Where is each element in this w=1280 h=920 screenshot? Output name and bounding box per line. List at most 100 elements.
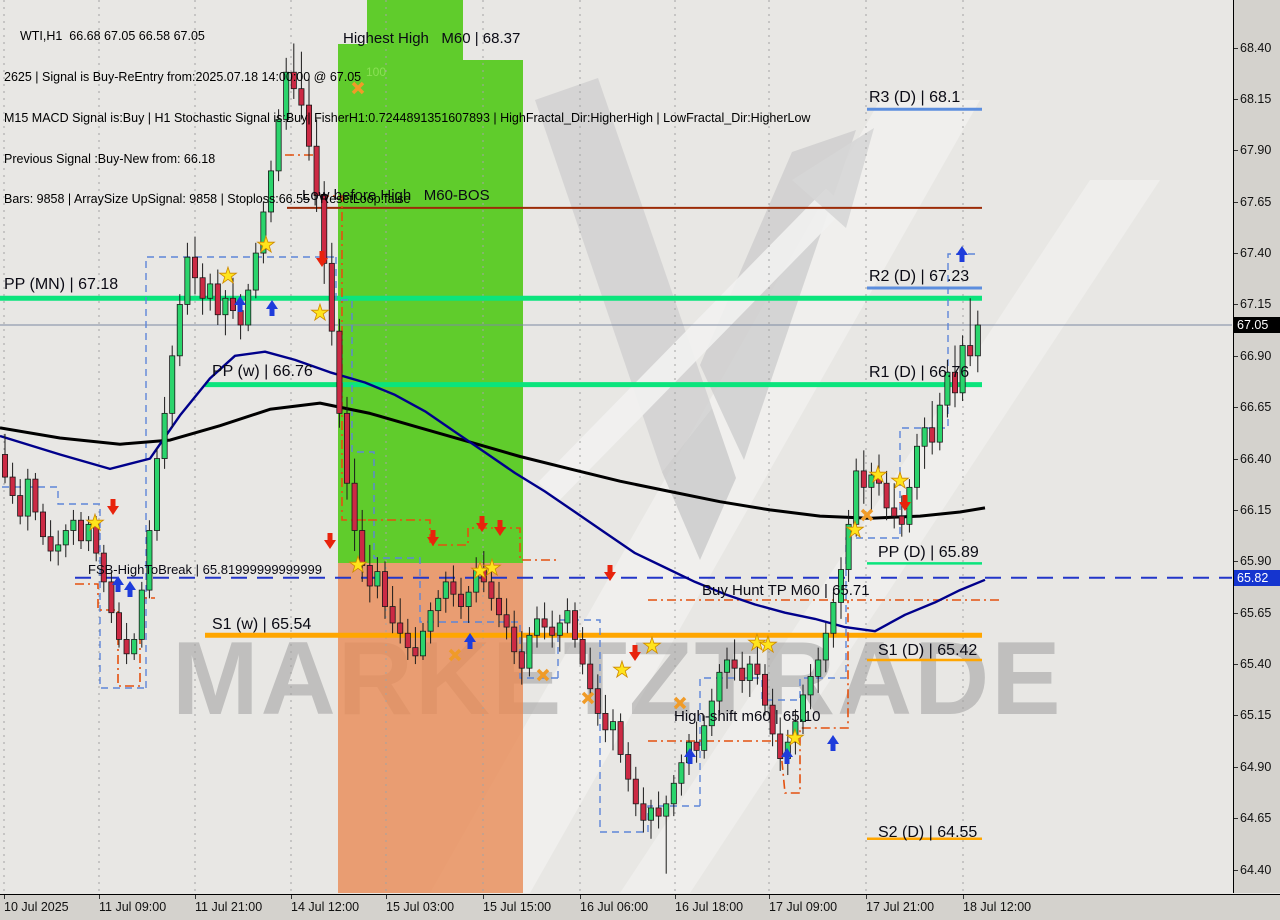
price-tick-mark (1234, 407, 1238, 409)
time-tick-mark (291, 895, 292, 899)
price-tick-label: 68.40 (1240, 40, 1272, 55)
price-tick-mark (1234, 355, 1238, 357)
candle-bearish (617, 721, 624, 755)
current-price-badge: 67.05 (1234, 317, 1280, 333)
candle-bearish (579, 639, 586, 665)
candle-bearish (777, 733, 784, 760)
candle-bullish (85, 523, 92, 542)
candle-bearish (572, 610, 579, 640)
candle-bearish (541, 618, 548, 628)
star-marker: ★ (310, 300, 330, 325)
candle-bullish (62, 530, 69, 546)
candle-bullish (169, 355, 176, 414)
star-marker: ★ (642, 633, 662, 658)
candle-bearish (876, 474, 883, 484)
candle-bearish (693, 741, 700, 751)
candle-bearish (40, 511, 47, 538)
candles (2, 43, 981, 874)
candle-bullish (800, 694, 807, 723)
pp-daily-label[interactable]: PP (D) | 65.89 (878, 544, 979, 561)
star-marker: ★ (868, 462, 888, 487)
low-before-high-label[interactable]: Low before High M60-BOS (302, 187, 490, 204)
brand-logo-watermark (535, 78, 874, 560)
candle-bearish (450, 581, 457, 595)
candle-bearish (313, 145, 320, 196)
buy-hunt-tp-label[interactable]: Buy Hunt TP M60 | 65.71 (702, 582, 870, 599)
time-tick-label: 17 Jul 21:00 (866, 900, 935, 914)
candle-bearish (739, 667, 746, 681)
time-tick-label: 11 Jul 09:00 (99, 900, 167, 914)
sell-arrow-marker (604, 565, 616, 581)
candle-bullish (670, 782, 677, 805)
candle-bullish (435, 597, 442, 612)
buy-arrow-marker (956, 246, 968, 262)
candle-bullish (936, 404, 943, 443)
sell-arrow-marker (494, 520, 506, 536)
candle-bullish (822, 632, 829, 661)
time-tick-mark (769, 895, 770, 899)
pp-weekly-label[interactable]: PP (w) | 66.76 (212, 363, 313, 380)
candle-bullish (222, 297, 229, 316)
candle-bearish (9, 476, 16, 496)
candle-bearish (731, 659, 738, 669)
candle-bearish (754, 663, 761, 675)
highest-high-label[interactable]: Highest High M60 | 68.37 (343, 30, 521, 47)
r3-daily-label[interactable]: R3 (D) | 68.1 (869, 89, 961, 106)
candle-bullish (610, 721, 617, 731)
candle-bullish (153, 458, 160, 531)
candle-bullish (678, 762, 685, 784)
candle-bullish (807, 676, 814, 696)
buy-arrow-marker (781, 748, 793, 764)
pp-monthly-label[interactable]: PP (MN) | 67.18 (4, 276, 119, 293)
candle-bearish (351, 482, 358, 531)
candle-bullish (564, 610, 571, 624)
candle-bullish (465, 591, 472, 607)
candle-bearish (480, 569, 487, 583)
s1-daily-label[interactable]: S1 (D) | 65.42 (878, 642, 978, 659)
candle-bullish (716, 671, 723, 702)
buy-arrow-marker (684, 748, 696, 764)
time-tick-label: 18 Jul 12:00 (963, 900, 1032, 914)
price-tick-mark (1234, 304, 1238, 306)
candle-bullish (70, 519, 77, 531)
sell-arrow-marker (427, 530, 439, 546)
time-tick-label: 15 Jul 03:00 (386, 900, 455, 914)
candle-bullish (283, 71, 290, 120)
candle-bullish (374, 571, 381, 587)
time-tick-label: 11 Jul 21:00 (195, 900, 263, 914)
time-tick-mark (99, 895, 100, 899)
high-shift-label[interactable]: High-shift m60 | 65.10 (674, 708, 821, 725)
price-tick-label: 67.65 (1240, 194, 1272, 209)
price-tick-label: 68.15 (1240, 91, 1272, 106)
sell-arrow-marker (316, 251, 328, 267)
candle-bullish (275, 119, 282, 172)
price-chart-canvas[interactable]: MARKETZTRADE 100★★★★★ ★★★★ ★★★★★ ★ (0, 0, 1232, 893)
candle-bullish (921, 427, 928, 447)
s2-daily-label[interactable]: S2 (D) | 64.55 (878, 824, 978, 841)
fsb-high-to-break-label[interactable]: FSB-HighToBreak | 65.81999999999999 (88, 562, 322, 577)
sell-arrow-marker (476, 516, 488, 532)
time-axis[interactable]: 10 Jul 2025 11 Jul 09:00 11 Jul 21:00 14 Ju… (0, 894, 1280, 920)
time-tick-label: 10 Jul 2025 (4, 900, 69, 914)
candle-bearish (298, 88, 305, 106)
candle-bearish (891, 507, 898, 517)
candle-bullish (146, 530, 153, 591)
r2-daily-label[interactable]: R2 (D) | 67.23 (869, 268, 970, 285)
buy-arrow-marker (266, 300, 278, 316)
candle-bullish (24, 478, 31, 517)
candle-bullish (260, 211, 267, 254)
star-marker: ★ (470, 558, 490, 583)
r1-daily-label[interactable]: R1 (D) | 66.76 (869, 364, 970, 381)
time-tick-label: 14 Jul 12:00 (291, 900, 360, 914)
candle-bearish (929, 427, 936, 443)
price-axis[interactable]: 68.40 68.15 67.90 67.65 67.40 67.15 66.90 66.65… (1233, 0, 1280, 893)
candle-bearish (108, 581, 115, 614)
s1-weekly-label[interactable]: S1 (w) | 65.54 (212, 616, 312, 633)
candle-bearish (343, 412, 350, 484)
star-marker: ★ (348, 552, 368, 577)
star-marker: ★ (845, 517, 865, 542)
candle-bullish (914, 445, 921, 488)
time-tick-label: 16 Jul 06:00 (580, 900, 649, 914)
price-tick-mark (1234, 818, 1238, 820)
candle-bullish (473, 569, 480, 593)
